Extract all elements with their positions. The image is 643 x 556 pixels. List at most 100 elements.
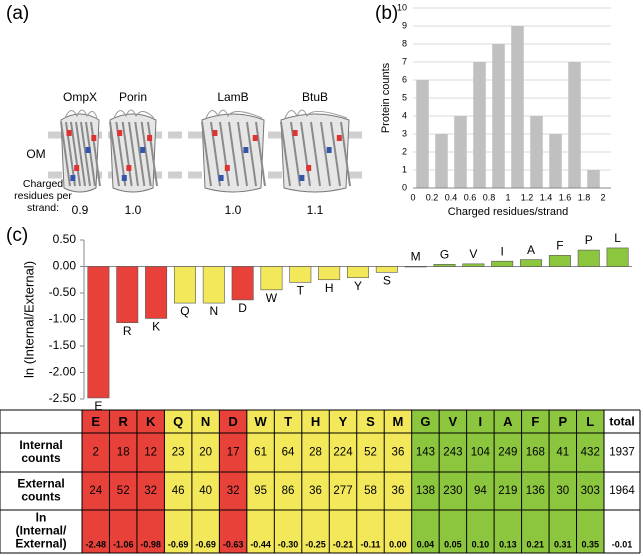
column-fill [384, 410, 412, 553]
y-tick-label: 4 [402, 110, 407, 120]
table-header: R [119, 414, 129, 429]
bar-letter: N [209, 304, 218, 318]
y-tick-label: 3 [402, 128, 407, 138]
strand [237, 121, 248, 187]
strand [201, 121, 212, 187]
table-header: V [449, 414, 458, 429]
membrane-label: OM [26, 147, 45, 161]
charged-residue [117, 130, 123, 136]
bar [577, 249, 600, 267]
bar [606, 247, 629, 267]
table-cell: 138 [416, 485, 435, 497]
table-cell: -0.98 [140, 539, 161, 549]
strand [219, 121, 230, 187]
protein-name: OmpX [63, 90, 97, 104]
table-header: L [586, 414, 594, 429]
column-fill [494, 410, 522, 553]
y-axis-label: Protein counts [380, 62, 392, 133]
x-tick-label: 0.8 [483, 192, 496, 202]
row-label: Internal counts [19, 438, 62, 465]
table-cell: -1.06 [113, 539, 134, 549]
charge-caption: Charged residues per strand: [14, 178, 72, 214]
charge-value: 1.0 [125, 203, 142, 217]
column-fill [219, 410, 247, 553]
table-header: D [228, 414, 237, 429]
table-header: P [558, 414, 567, 429]
table-header: total [609, 415, 634, 429]
protein-name: Porin [119, 90, 147, 104]
table-header: H [311, 414, 320, 429]
table-cell: -0.44 [250, 539, 271, 549]
table-header: K [146, 414, 156, 429]
table-header: F [531, 414, 539, 429]
table-cell: 219 [498, 485, 517, 497]
y-tick-label: 8 [402, 38, 407, 48]
charged-residue [212, 130, 218, 136]
y-tick-label: -1.00 [49, 312, 77, 326]
charged-residue [147, 135, 153, 141]
table-cell: 224 [333, 447, 353, 459]
charged-residue [121, 175, 127, 181]
table-cell: 0.10 [472, 539, 490, 549]
bar [116, 266, 139, 323]
table-cell: 0.21 [527, 539, 545, 549]
table-cell: -0.21 [333, 539, 354, 549]
y-tick-label: 0 [402, 182, 407, 192]
x-tick-label: 1.6 [559, 192, 572, 202]
table-cell: 230 [443, 485, 462, 497]
charged-residue [306, 165, 312, 171]
charged-residue [218, 175, 224, 181]
table-cell: 94 [474, 485, 487, 497]
table-cell: 36 [392, 485, 405, 497]
x-axis-label: Charged residues/strand [448, 206, 568, 218]
charge-value: 1.1 [307, 203, 324, 217]
charged-residue [126, 165, 132, 171]
bar-letter: Y [354, 279, 362, 293]
strand [140, 121, 152, 187]
y-tick-label: 2 [402, 146, 407, 156]
charged-residue [326, 147, 332, 153]
column-fill [439, 410, 467, 553]
charged-residue [91, 135, 97, 141]
charged-residue [292, 130, 298, 136]
table-cell: 277 [333, 485, 352, 497]
charged-residue [70, 175, 76, 181]
strand [75, 121, 86, 187]
table-cell: 12 [144, 447, 157, 459]
y-tick-label: 0.00 [53, 259, 77, 273]
strand [128, 121, 139, 187]
bar-letter: W [266, 291, 278, 305]
charged-residue [252, 135, 258, 141]
row-label: ln (Internal/External) [15, 511, 67, 551]
table-cell: 136 [526, 485, 545, 497]
bar-letter: T [297, 284, 305, 298]
column-fill [136, 410, 165, 553]
table-cell: 32 [144, 485, 157, 497]
y-tick-label: 5 [402, 92, 407, 102]
bar-letter: D [238, 301, 247, 315]
bar [492, 44, 505, 188]
table-header: I [479, 414, 483, 429]
bar [416, 80, 429, 188]
table-header: Y [339, 414, 348, 429]
panel-label: (b) [375, 3, 398, 24]
column-fill [191, 410, 220, 553]
bar [145, 266, 168, 319]
table-cell: 2 [93, 447, 99, 459]
strand [134, 121, 146, 187]
table-cell: 18 [117, 447, 130, 459]
bar-letter: G [440, 248, 449, 262]
table-cell: 86 [282, 485, 295, 497]
panel-label: (c) [6, 225, 28, 246]
bar [375, 266, 398, 273]
table-cell: 20 [199, 447, 212, 459]
bar-letter: E [94, 399, 102, 413]
table-header: G [420, 414, 430, 429]
bar-letter: P [585, 233, 593, 247]
column-fill [411, 410, 440, 553]
column-fill [164, 410, 192, 553]
table-cell: -2.48 [85, 539, 106, 549]
bar-letter: L [614, 231, 621, 245]
table-cell: 243 [443, 447, 462, 459]
table-cell: -0.69 [195, 539, 216, 549]
